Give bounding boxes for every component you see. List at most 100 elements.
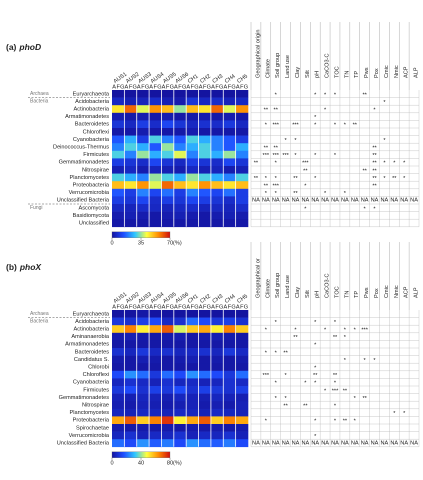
subcolumn-label: G — [170, 84, 174, 90]
heatmap-cell — [210, 386, 224, 394]
significance: * — [334, 320, 337, 326]
taxon-label: Actinobacteria — [74, 326, 110, 332]
heatmap-cell — [223, 128, 236, 136]
heatmap-cell — [161, 143, 175, 152]
heatmap-cell — [235, 348, 249, 356]
heatmap-cell — [173, 143, 187, 152]
heatmap-cell — [124, 401, 138, 410]
colorbar-tick-label: 0 — [110, 460, 113, 466]
colorbar-tick-label: 70 — [167, 240, 173, 246]
taxon-label: Planctomycetes — [70, 175, 110, 181]
heatmap-cell — [186, 219, 199, 228]
significance: ** — [372, 183, 377, 189]
heatmap-cell — [161, 348, 175, 356]
taxon-label: Armatimonadetes — [65, 114, 109, 120]
heatmap-cell — [136, 181, 150, 190]
heatmap-cell — [161, 150, 175, 159]
heatmap-cell — [136, 196, 150, 205]
factor-header: CaCO3-C — [325, 53, 331, 78]
heatmap-cell — [136, 325, 150, 334]
heatmap-cell — [149, 424, 162, 432]
factor-header: TN — [344, 291, 350, 298]
significance: NA — [262, 440, 270, 446]
factor-header: Pws — [364, 67, 370, 78]
heatmap-cell — [235, 181, 249, 190]
heatmap-cell — [198, 90, 212, 98]
heatmap-cell — [198, 128, 212, 136]
heatmap-cell — [136, 90, 150, 98]
site-label: CH4 — [224, 294, 237, 305]
heatmap-cell — [223, 211, 236, 220]
heatmap-cell — [112, 370, 125, 379]
site-label: AUS5 — [162, 72, 177, 85]
heatmap-cell — [210, 150, 224, 159]
heatmap-cell — [198, 204, 212, 212]
taxon-label: Gemmatimonadetes — [59, 160, 110, 166]
factor-header: Nmic — [394, 285, 400, 298]
heatmap-cell — [161, 105, 175, 114]
site-label: AUS1 — [113, 72, 128, 85]
significance: * — [364, 358, 367, 364]
subcolumn-label: F — [141, 304, 145, 310]
heatmap-cell — [210, 135, 224, 144]
heatmap-cell — [210, 401, 224, 410]
heatmap-cell — [186, 204, 199, 212]
site-label: AUS6 — [175, 72, 190, 85]
heatmap-cell — [149, 431, 162, 440]
significance: NA — [371, 440, 379, 446]
heatmap-cell — [112, 431, 125, 440]
heatmap-cell — [161, 188, 175, 197]
heatmap-cell — [235, 401, 249, 410]
heatmap-cell — [124, 196, 138, 205]
heatmap-cell — [223, 173, 236, 182]
subcolumn-label: A — [149, 84, 153, 90]
heatmap-cell — [235, 340, 249, 349]
factor-header: Soil group — [275, 273, 281, 298]
significance: ** — [362, 168, 367, 174]
heatmap-cell — [161, 332, 175, 341]
significance: * — [294, 153, 297, 159]
heatmap-cell — [186, 105, 199, 114]
site-label: AUS3 — [137, 292, 152, 305]
heatmap-cell — [149, 150, 162, 159]
heatmap-cell — [149, 196, 162, 205]
subcolumn-label: G — [182, 84, 186, 90]
heatmap-cell — [198, 97, 212, 106]
taxon-label: Candidatus S. — [74, 357, 110, 363]
heatmap-cell — [210, 317, 224, 326]
heatmap-cell — [124, 408, 138, 417]
group-label: Bacteria — [30, 319, 49, 325]
significance: * — [383, 176, 386, 182]
heatmap-cell — [136, 310, 150, 318]
heatmap-cell — [223, 105, 236, 114]
heatmap-cell — [235, 158, 249, 167]
heatmap-cell — [186, 97, 199, 106]
taxon-label: Gemmatimonadetes — [59, 395, 110, 401]
heatmap-cell — [173, 112, 187, 121]
subcolumn-label: G — [194, 84, 198, 90]
significance: NA — [252, 440, 260, 446]
panel-title: (a) phoD — [6, 42, 41, 52]
heatmap-cell — [112, 143, 125, 152]
heatmap-cell — [161, 211, 175, 220]
factor-header: CaCO3-C — [325, 273, 331, 298]
subcolumn-label: A — [199, 84, 203, 90]
heatmap-cell — [173, 370, 187, 379]
colorbar-tick-label: 0 — [110, 240, 113, 246]
significance: * — [324, 107, 327, 113]
heatmap-cell — [186, 128, 199, 136]
significance: * — [334, 403, 337, 409]
heatmap-cell — [235, 173, 249, 182]
heatmap-cell — [161, 431, 175, 440]
significance: NA — [351, 198, 359, 204]
colorbar-tick-label: 35 — [138, 240, 144, 246]
heatmap-cell — [136, 401, 150, 410]
heatmap-cell — [198, 393, 212, 402]
heatmap-cell — [149, 105, 162, 114]
heatmap-cell — [124, 355, 138, 364]
taxon-label: Proteobacteria — [73, 182, 110, 188]
subcolumn-label: F — [191, 304, 195, 310]
significance: ** — [264, 145, 269, 151]
significance: NA — [361, 198, 369, 204]
taxon-label: Cyanobacteria — [73, 137, 110, 143]
